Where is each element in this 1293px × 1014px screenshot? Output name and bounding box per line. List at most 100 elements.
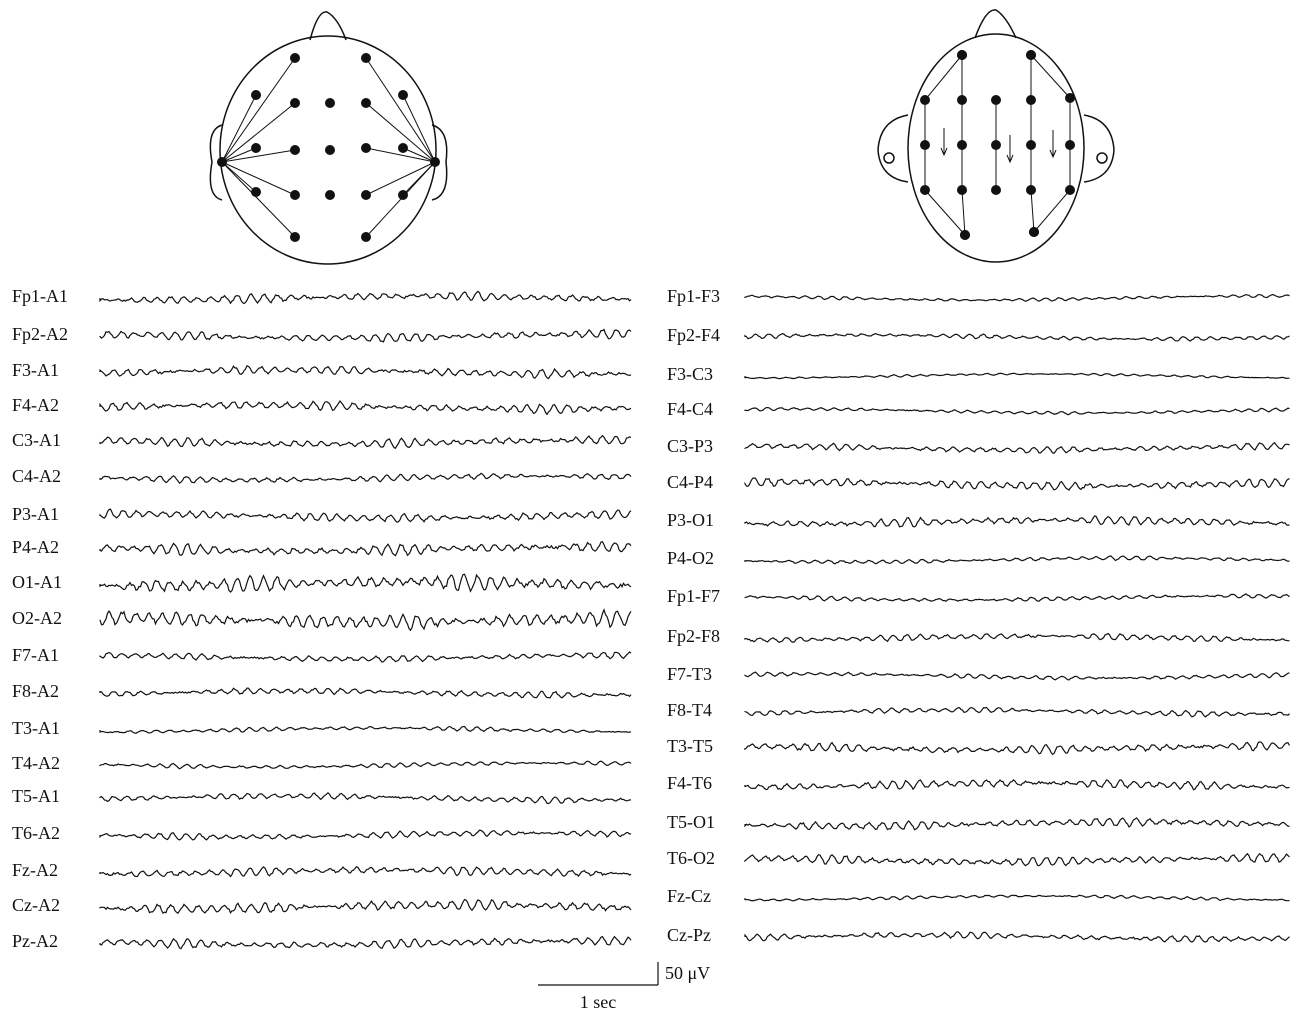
electrode xyxy=(1065,93,1075,103)
channel-label: T6-O2 xyxy=(667,848,715,868)
eeg-trace xyxy=(100,610,631,630)
reference-line xyxy=(222,162,295,237)
scale-bar: 50 μV 1 sec xyxy=(538,962,710,1012)
electrode xyxy=(1065,140,1075,150)
electrode xyxy=(991,140,1001,150)
channel-label: Fp1-F7 xyxy=(667,586,720,606)
head-left xyxy=(210,12,446,264)
eeg-trace xyxy=(745,780,1290,790)
electrode xyxy=(361,98,371,108)
electrode xyxy=(398,143,408,153)
electrode xyxy=(290,53,300,63)
channel-label: T5-A1 xyxy=(12,786,60,806)
electrode xyxy=(957,140,967,150)
eeg-trace xyxy=(100,401,631,414)
eeg-trace xyxy=(100,793,631,804)
electrode xyxy=(920,185,930,195)
electrode xyxy=(290,145,300,155)
channel-label: F4-T6 xyxy=(667,773,712,793)
eeg-trace xyxy=(100,509,631,522)
eeg-trace xyxy=(745,478,1290,490)
electrode xyxy=(325,98,335,108)
channel-label: O1-A1 xyxy=(12,572,62,592)
channel-label: Fp2-A2 xyxy=(12,324,68,344)
eeg-trace xyxy=(745,408,1290,415)
eeg-trace xyxy=(745,672,1290,680)
eeg-trace xyxy=(100,830,631,840)
eeg-trace xyxy=(745,516,1290,527)
eeg-trace xyxy=(100,574,631,592)
channel-label: F8-T4 xyxy=(667,700,712,720)
electrode xyxy=(1026,185,1036,195)
electrode xyxy=(991,185,1001,195)
channel-label: T5-O1 xyxy=(667,812,715,832)
channel-label: T4-A2 xyxy=(12,753,60,773)
eeg-trace xyxy=(100,542,631,556)
channel-label: C4-P4 xyxy=(667,472,713,492)
eeg-trace xyxy=(745,895,1290,901)
electrode xyxy=(920,95,930,105)
channel-label: F4-A2 xyxy=(12,395,59,415)
channel-label: T3-T5 xyxy=(667,736,713,756)
reference-line xyxy=(366,103,435,162)
channel-label: Cz-A2 xyxy=(12,895,60,915)
channel-label: F4-C4 xyxy=(667,399,713,419)
eeg-trace xyxy=(745,594,1290,602)
channel-label: C4-A2 xyxy=(12,466,61,486)
channel-label: F3-C3 xyxy=(667,364,713,384)
channel-label: Fp2-F4 xyxy=(667,325,720,345)
reference-line xyxy=(222,162,256,192)
electrode xyxy=(1029,227,1039,237)
electrode xyxy=(361,190,371,200)
channel-label: T3-A1 xyxy=(12,718,60,738)
eeg-trace xyxy=(745,818,1290,830)
electrode xyxy=(361,143,371,153)
eeg-trace xyxy=(100,652,631,662)
eeg-trace xyxy=(100,900,631,914)
eeg-trace xyxy=(745,373,1290,378)
amplitude-label: 50 μV xyxy=(665,963,710,983)
channel-label: F7-T3 xyxy=(667,664,712,684)
electrode xyxy=(1065,185,1075,195)
ear-electrode xyxy=(430,157,440,167)
electrode xyxy=(251,143,261,153)
channel-label: F8-A2 xyxy=(12,681,59,701)
channel-label: Fp1-F3 xyxy=(667,286,720,306)
eeg-trace xyxy=(745,634,1290,643)
eeg-trace xyxy=(100,867,631,877)
reference-line xyxy=(403,95,435,162)
electrode xyxy=(325,190,335,200)
channel-label: P4-O2 xyxy=(667,548,714,568)
channel-label: F7-A1 xyxy=(12,645,59,665)
electrode xyxy=(290,232,300,242)
eeg-trace xyxy=(745,295,1290,302)
eeg-trace xyxy=(745,707,1290,717)
electrode xyxy=(290,190,300,200)
channel-label: P3-O1 xyxy=(667,510,714,530)
electrode xyxy=(957,50,967,60)
electrode xyxy=(251,187,261,197)
eeg-trace xyxy=(745,742,1290,754)
channel-label: F3-A1 xyxy=(12,360,59,380)
electrode xyxy=(920,140,930,150)
eeg-trace xyxy=(745,443,1290,454)
electrode xyxy=(1026,50,1036,60)
channel-label: Fp2-F8 xyxy=(667,626,720,646)
eeg-figure: 50 μV 1 sec Fp1-A1Fp2-A2F3-A1F4-A2C3-A1C… xyxy=(0,0,1293,1014)
channel-label: P3-A1 xyxy=(12,504,59,524)
reference-line xyxy=(222,103,295,162)
eeg-trace xyxy=(745,334,1290,341)
eeg-trace xyxy=(100,291,631,303)
electrode xyxy=(1026,140,1036,150)
electrode xyxy=(398,90,408,100)
eeg-trace xyxy=(745,854,1290,866)
electrode xyxy=(960,230,970,240)
eeg-trace xyxy=(100,473,631,483)
channel-label: O2-A2 xyxy=(12,608,62,628)
eeg-trace xyxy=(100,727,631,734)
channel-label: Fp1-A1 xyxy=(12,286,68,306)
electrode xyxy=(361,53,371,63)
electrode xyxy=(361,232,371,242)
eeg-trace xyxy=(100,366,631,379)
electrode xyxy=(957,185,967,195)
